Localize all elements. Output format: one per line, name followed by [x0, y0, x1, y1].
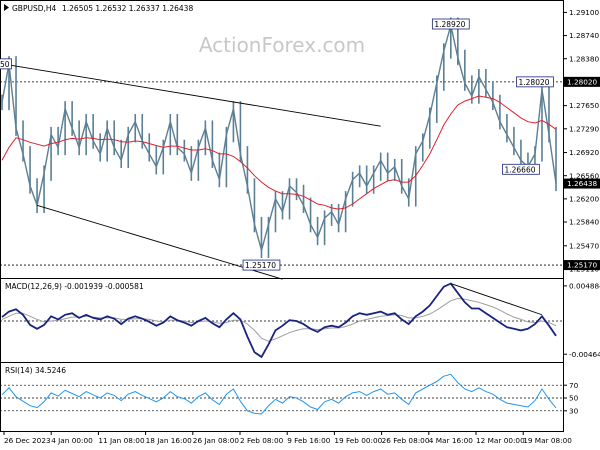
y-axis: 1.29100 1.28740 1.28380 1.28020 1.27650 1.272…: [564, 8, 600, 415]
chart-header: GBPUSD,H4 1.26505 1.26532 1.26337 1.2643…: [4, 4, 193, 13]
rsi-title: RSI(14) 34.5246: [5, 366, 66, 375]
price-annotation-label: 50: [0, 60, 10, 69]
macd-trendline: [450, 283, 543, 316]
x-tick-label: 19 Mar 08:00: [523, 436, 572, 445]
price-ytick-label: 1.26920: [569, 148, 600, 157]
price-ytick-label: 1.28740: [569, 31, 600, 40]
price-ytick-label: 1.26200: [569, 194, 600, 203]
price-trendline-1: [36, 204, 283, 280]
price-mark-box: [564, 76, 600, 87]
macd-ytick-bottom-label: -0.004645: [569, 350, 600, 359]
x-tick-label: 12 Mar 00:00: [476, 436, 525, 445]
price-ytick-label: 1.27290: [569, 124, 600, 133]
rsi-ytick-label: 30: [569, 406, 579, 415]
x-tick-label: 26 Jan 08:00: [193, 436, 240, 445]
price-ytick-label: 1.25840: [569, 218, 600, 227]
macd-panel: [0, 282, 564, 359]
macd-title: MACD(12,26,9) -0.001939 -0.000581: [5, 282, 144, 291]
x-tick-label: 19 Feb 00:00: [334, 436, 382, 445]
x-tick-label: 11 Jan 08:00: [98, 436, 145, 445]
x-tick-label: 4 Jan 00:00: [51, 436, 93, 445]
price-ytick-label: 1.29100: [569, 8, 600, 17]
price-series-line: [1, 25, 557, 253]
price-annotation-label: 1.28020: [519, 78, 550, 87]
price-annotation-box: [0, 58, 12, 70]
price-panel: 1.28920 1.28020 1.26660 1.25170 50: [0, 17, 564, 280]
price-ytick-label: 1.27650: [569, 101, 600, 110]
rsi-ytick-label: 50: [569, 394, 579, 403]
price-annotation-box: [242, 259, 281, 271]
x-tick-label: 18 Jan 16:00: [146, 436, 193, 445]
rsi-panel: [0, 373, 564, 415]
macd-ytick-top-label: 0.004884: [569, 282, 600, 291]
x-tick-label: 26 Dec 2023: [4, 436, 51, 445]
price-ytick-label: 1.26560: [569, 171, 600, 180]
x-tick-label: 2 Feb 08:00: [240, 436, 284, 445]
price-trendline-0: [1, 63, 381, 127]
moving-average-line: [1, 95, 557, 210]
price-ytick-label: 1.25470: [569, 241, 600, 250]
price-mark-box: [564, 178, 600, 189]
watermark: ActionForex.com: [199, 33, 365, 57]
price-mark-label: 1.26438: [567, 179, 598, 188]
macd-zero-mark-bg: [564, 316, 600, 326]
ohlc-values: 1.26505 1.26532 1.26337 1.26438: [62, 4, 193, 13]
x-tick-label: 4 Mar 16:00: [429, 436, 473, 445]
price-mark-box: [564, 260, 600, 271]
macd-signal-line: [1, 297, 557, 342]
price-annotation-label: 1.25170: [245, 261, 276, 270]
price-annotation-label: 1.28920: [434, 20, 465, 29]
price-annotation-box: [502, 163, 540, 175]
header-triangle-icon: [4, 4, 9, 11]
macd-line: [1, 282, 557, 359]
price-annotation-label: 1.26660: [504, 165, 535, 174]
symbol-label: GBPUSD,H4: [12, 4, 57, 13]
price-ytick-label: 1.28380: [569, 54, 600, 63]
price-annotation-box: [431, 18, 470, 30]
x-tick-label: 26 Feb 08:00: [382, 436, 430, 445]
x-tick-label: 9 Feb 16:00: [287, 436, 331, 445]
price-mark-label: 1.25170: [567, 261, 598, 270]
price-mark-label: 1.28020: [567, 77, 598, 86]
rsi-line: [1, 373, 557, 415]
rsi-ytick-label: 70: [569, 381, 579, 390]
plot-frame: [0, 0, 564, 432]
price-annotation-box: [516, 76, 554, 88]
x-axis: 26 Dec 2023 4 Jan 00:00 11 Jan 08:00 18 Jan…: [3, 431, 572, 445]
